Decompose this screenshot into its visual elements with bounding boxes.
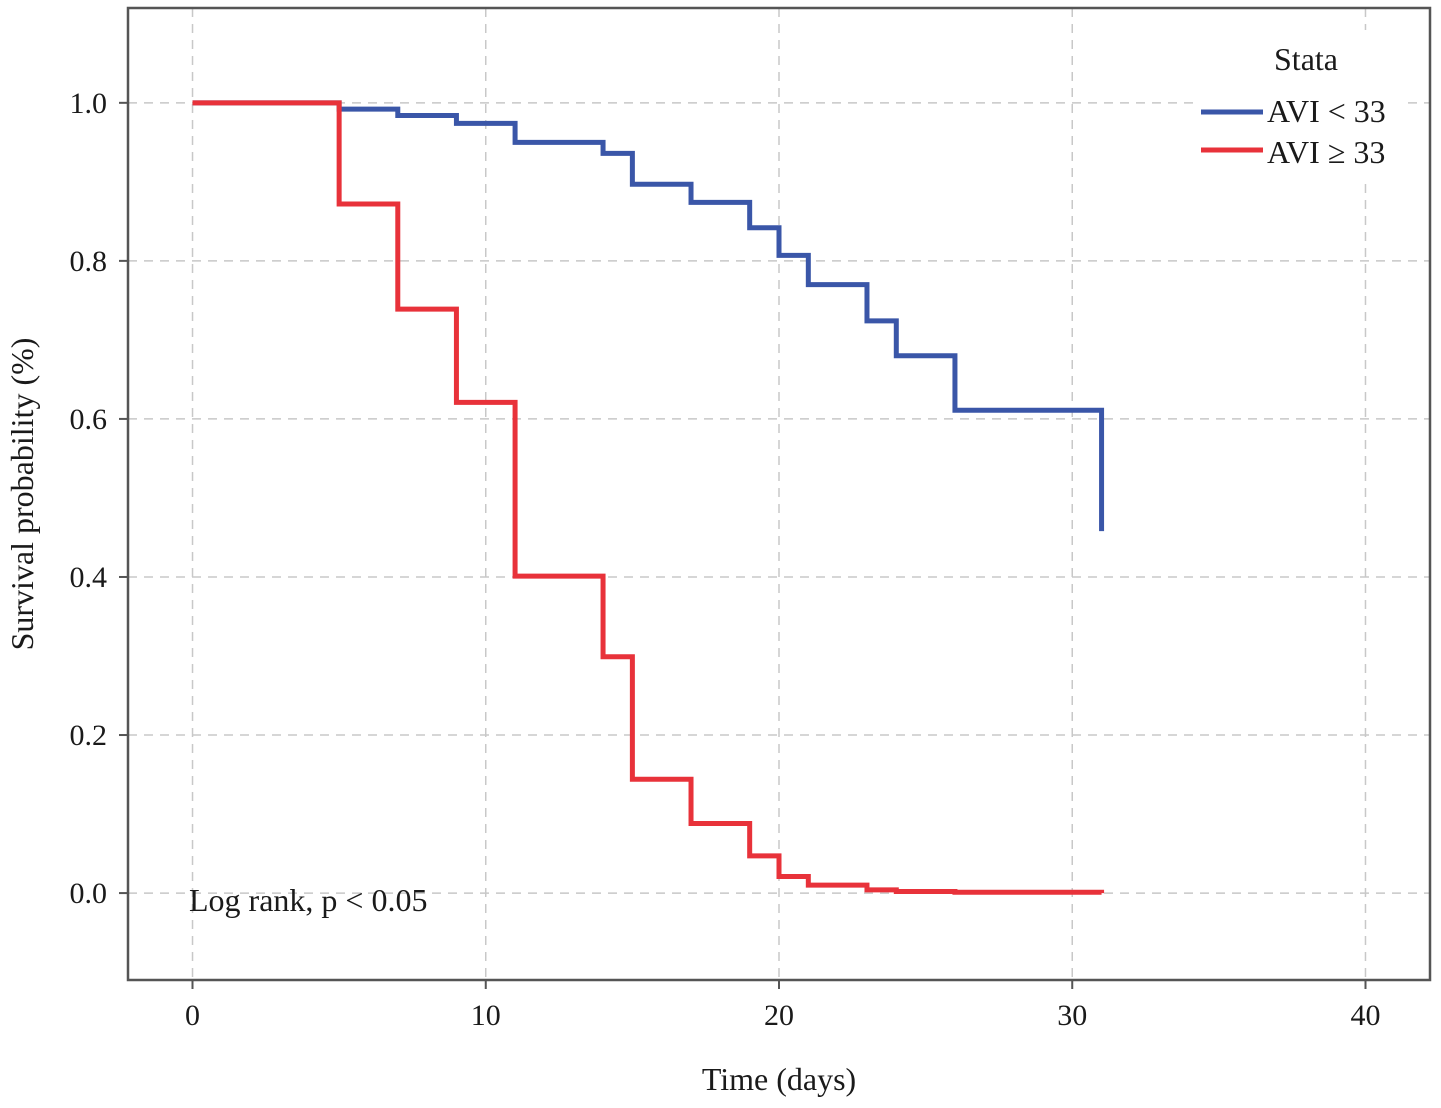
x-axis-title: Time (days) — [702, 1061, 856, 1097]
x-tick-label: 40 — [1350, 999, 1380, 1032]
y-tick-label: 0.2 — [70, 719, 108, 752]
y-tick-label: 0.4 — [70, 561, 108, 594]
y-tick-label: 0.6 — [70, 403, 108, 436]
legend-label-avi-below-33: AVI < 33 — [1267, 93, 1386, 129]
x-tick-label: 0 — [185, 999, 200, 1032]
axis-layer: 0 10 20 30 40 0.0 0.2 0.4 0.6 0.8 1.0 — [70, 87, 1381, 1032]
x-tick-label: 30 — [1057, 999, 1087, 1032]
y-tick-label: 1.0 — [70, 87, 108, 120]
grid-layer — [128, 8, 1430, 980]
legend-title: Stata — [1274, 41, 1338, 77]
y-tick-label: 0.8 — [70, 245, 108, 278]
y-axis-title: Survival probability (%) — [4, 338, 40, 651]
survival-curve-avi-at-least-33 — [192, 100, 1105, 895]
x-tick-label: 20 — [764, 999, 794, 1032]
legend-label-avi-at-least-33: AVI ≥ 33 — [1267, 134, 1385, 170]
legend-background — [1196, 30, 1404, 180]
log-rank-annotation: Log rank, p < 0.05 — [189, 882, 427, 918]
x-tick-label: 10 — [471, 999, 501, 1032]
legend: Stata AVI < 33 AVI ≥ 33 — [1196, 30, 1404, 180]
survival-curve-avi-below-33 — [192, 100, 1105, 532]
series-layer — [192, 100, 1105, 895]
y-tick-label: 0.0 — [70, 877, 108, 910]
